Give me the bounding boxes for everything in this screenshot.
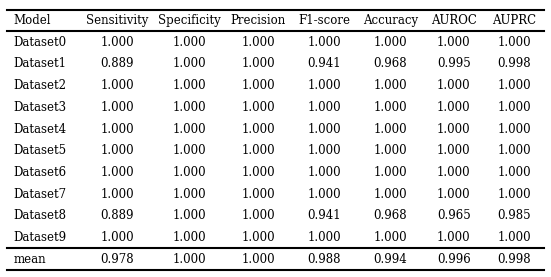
Text: 1.000: 1.000 bbox=[241, 231, 275, 244]
Text: 1.000: 1.000 bbox=[437, 122, 471, 135]
Text: 1.000: 1.000 bbox=[497, 188, 531, 201]
Text: 1.000: 1.000 bbox=[437, 36, 471, 49]
Text: AUPRC: AUPRC bbox=[492, 14, 536, 27]
Text: Specificity: Specificity bbox=[158, 14, 221, 27]
Text: 1.000: 1.000 bbox=[101, 166, 134, 179]
Text: 0.941: 0.941 bbox=[307, 57, 341, 70]
Text: 1.000: 1.000 bbox=[437, 79, 471, 92]
Text: 1.000: 1.000 bbox=[437, 101, 471, 114]
Text: Dataset9: Dataset9 bbox=[13, 231, 67, 244]
Text: 1.000: 1.000 bbox=[307, 144, 341, 157]
Text: Sensitivity: Sensitivity bbox=[87, 14, 149, 27]
Text: 0.941: 0.941 bbox=[307, 209, 341, 222]
Text: 1.000: 1.000 bbox=[307, 231, 341, 244]
Text: 1.000: 1.000 bbox=[172, 209, 206, 222]
Text: 1.000: 1.000 bbox=[497, 36, 531, 49]
Text: 1.000: 1.000 bbox=[241, 188, 275, 201]
Text: 1.000: 1.000 bbox=[497, 144, 531, 157]
Text: 1.000: 1.000 bbox=[101, 122, 134, 135]
Text: 1.000: 1.000 bbox=[307, 101, 341, 114]
Text: 0.965: 0.965 bbox=[437, 209, 471, 222]
Text: Precision: Precision bbox=[231, 14, 286, 27]
Text: Model: Model bbox=[13, 14, 51, 27]
Text: 1.000: 1.000 bbox=[374, 79, 407, 92]
Text: 0.996: 0.996 bbox=[437, 253, 471, 266]
Text: 1.000: 1.000 bbox=[497, 166, 531, 179]
Text: 1.000: 1.000 bbox=[101, 36, 134, 49]
Text: Dataset3: Dataset3 bbox=[13, 101, 67, 114]
Text: 1.000: 1.000 bbox=[241, 36, 275, 49]
Text: 1.000: 1.000 bbox=[437, 166, 471, 179]
Text: 1.000: 1.000 bbox=[307, 122, 341, 135]
Text: Dataset4: Dataset4 bbox=[13, 122, 67, 135]
Text: 1.000: 1.000 bbox=[497, 101, 531, 114]
Text: 0.988: 0.988 bbox=[307, 253, 341, 266]
Text: 0.968: 0.968 bbox=[374, 57, 407, 70]
Text: AUROC: AUROC bbox=[431, 14, 477, 27]
Text: 1.000: 1.000 bbox=[497, 122, 531, 135]
Text: 1.000: 1.000 bbox=[437, 144, 471, 157]
Text: 1.000: 1.000 bbox=[101, 79, 134, 92]
Text: 1.000: 1.000 bbox=[101, 101, 134, 114]
Text: 1.000: 1.000 bbox=[497, 79, 531, 92]
Text: 1.000: 1.000 bbox=[374, 122, 407, 135]
Text: F1-score: F1-score bbox=[298, 14, 350, 27]
Text: 1.000: 1.000 bbox=[374, 166, 407, 179]
Text: 1.000: 1.000 bbox=[241, 144, 275, 157]
Text: 1.000: 1.000 bbox=[307, 79, 341, 92]
Text: Dataset0: Dataset0 bbox=[13, 36, 67, 49]
Text: Dataset6: Dataset6 bbox=[13, 166, 67, 179]
Text: 1.000: 1.000 bbox=[172, 79, 206, 92]
Text: Dataset1: Dataset1 bbox=[13, 57, 67, 70]
Text: 1.000: 1.000 bbox=[437, 231, 471, 244]
Text: Dataset7: Dataset7 bbox=[13, 188, 67, 201]
Text: 0.978: 0.978 bbox=[101, 253, 134, 266]
Text: 1.000: 1.000 bbox=[241, 122, 275, 135]
Text: 1.000: 1.000 bbox=[374, 231, 407, 244]
Text: 0.889: 0.889 bbox=[101, 57, 134, 70]
Text: 1.000: 1.000 bbox=[374, 144, 407, 157]
Text: 1.000: 1.000 bbox=[374, 188, 407, 201]
Text: 1.000: 1.000 bbox=[241, 79, 275, 92]
Text: 1.000: 1.000 bbox=[307, 36, 341, 49]
Text: 1.000: 1.000 bbox=[374, 101, 407, 114]
Text: mean: mean bbox=[13, 253, 46, 266]
Text: 1.000: 1.000 bbox=[172, 231, 206, 244]
Text: 0.998: 0.998 bbox=[497, 253, 531, 266]
Text: 1.000: 1.000 bbox=[241, 57, 275, 70]
Text: 1.000: 1.000 bbox=[241, 166, 275, 179]
Text: 1.000: 1.000 bbox=[172, 57, 206, 70]
Text: 0.889: 0.889 bbox=[101, 209, 134, 222]
Text: Dataset2: Dataset2 bbox=[13, 79, 67, 92]
Text: 1.000: 1.000 bbox=[172, 166, 206, 179]
Text: 1.000: 1.000 bbox=[172, 188, 206, 201]
Text: 1.000: 1.000 bbox=[241, 101, 275, 114]
Text: Dataset8: Dataset8 bbox=[13, 209, 67, 222]
Text: 0.995: 0.995 bbox=[437, 57, 471, 70]
Text: 0.985: 0.985 bbox=[497, 209, 531, 222]
Text: 1.000: 1.000 bbox=[101, 144, 134, 157]
Text: 1.000: 1.000 bbox=[307, 188, 341, 201]
Text: 1.000: 1.000 bbox=[172, 101, 206, 114]
Text: 1.000: 1.000 bbox=[172, 253, 206, 266]
Text: 1.000: 1.000 bbox=[101, 231, 134, 244]
Text: 1.000: 1.000 bbox=[437, 188, 471, 201]
Text: 0.968: 0.968 bbox=[374, 209, 407, 222]
Text: Dataset5: Dataset5 bbox=[13, 144, 67, 157]
Text: 1.000: 1.000 bbox=[172, 122, 206, 135]
Text: 0.994: 0.994 bbox=[374, 253, 407, 266]
Text: 0.998: 0.998 bbox=[497, 57, 531, 70]
Text: Accuracy: Accuracy bbox=[363, 14, 418, 27]
Text: 1.000: 1.000 bbox=[241, 253, 275, 266]
Text: 1.000: 1.000 bbox=[101, 188, 134, 201]
Text: 1.000: 1.000 bbox=[172, 144, 206, 157]
Text: 1.000: 1.000 bbox=[374, 36, 407, 49]
Text: 1.000: 1.000 bbox=[241, 209, 275, 222]
Text: 1.000: 1.000 bbox=[497, 231, 531, 244]
Text: 1.000: 1.000 bbox=[172, 36, 206, 49]
Text: 1.000: 1.000 bbox=[307, 166, 341, 179]
